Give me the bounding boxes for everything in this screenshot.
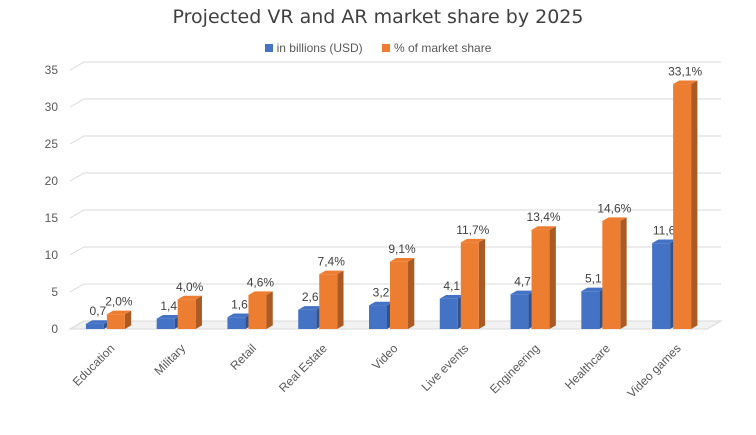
bar-market-share — [460, 242, 479, 329]
x-tick-label: Retail — [227, 341, 259, 373]
data-label-market-share: 14,6% — [597, 201, 631, 215]
legend-item-billions: in billions (USD) — [264, 41, 363, 55]
data-label-billions: 11,6 — [653, 224, 676, 238]
data-label-market-share: 4,6% — [247, 275, 275, 289]
bar-top-billions — [227, 313, 252, 318]
bar-side-market-share — [408, 258, 415, 329]
bar-market-share — [602, 220, 621, 329]
bar-market-share — [177, 299, 196, 329]
y-tick-label: 35 — [45, 63, 59, 77]
data-label-billions: 3,2 — [373, 286, 390, 300]
bar-top-market-share — [319, 270, 344, 275]
bar-top-market-share — [177, 295, 202, 300]
gridline — [69, 61, 721, 71]
bar-top-billions — [581, 287, 606, 292]
bar-top-market-share — [531, 226, 556, 230]
bar-billions — [510, 294, 529, 329]
data-label-billions: 1,6 — [231, 298, 248, 312]
chart-title: Projected VR and AR market share by 2025 — [172, 6, 584, 28]
data-label-billions: 1,4 — [160, 299, 177, 313]
y-tick-label: 15 — [45, 211, 59, 225]
bar-side-market-share — [337, 270, 344, 329]
bar-side-market-share — [124, 310, 132, 329]
data-label-billions: 0,7 — [90, 304, 107, 318]
bar-market-share — [390, 261, 408, 329]
bar-billions — [652, 243, 671, 329]
bar-billions — [85, 323, 104, 329]
data-label-market-share: 4,0% — [176, 280, 204, 294]
bar-top-market-share — [460, 238, 486, 243]
bar-top-billions — [156, 315, 181, 319]
bar-top-market-share — [602, 217, 627, 221]
gridline — [69, 246, 721, 256]
legend-item-market-share: % of market share — [382, 41, 491, 55]
bar-top-billions — [510, 290, 535, 295]
legend-label-billions: in billions (USD) — [276, 41, 363, 55]
bar-billions — [227, 317, 246, 329]
legend-label-market-share: % of market share — [394, 41, 492, 55]
data-label-billions: 5,1 — [585, 272, 602, 286]
x-tick-label: Live events — [419, 341, 472, 394]
data-label-market-share: 11,7% — [456, 223, 489, 237]
y-tick-label: 5 — [51, 285, 58, 299]
data-label-billions: 4,1 — [443, 279, 460, 293]
data-label-billions: 4,7 — [514, 275, 531, 289]
x-tick-label: Real Estate — [276, 341, 330, 395]
bar-side-market-share — [691, 80, 698, 330]
data-label-market-share: 9,1% — [388, 242, 416, 256]
bar-top-billions — [439, 295, 465, 299]
bar-top-market-share — [390, 258, 415, 262]
y-tick-label: 30 — [45, 100, 59, 114]
data-label-market-share: 7,4% — [318, 255, 346, 269]
bar-side-market-share — [620, 217, 627, 329]
bar-top-market-share — [673, 80, 698, 85]
bar-top-market-share — [248, 291, 273, 295]
x-tick-label: Engineering — [487, 341, 542, 396]
x-tick-label: Video games — [624, 341, 683, 400]
y-tick-label: 10 — [45, 248, 59, 262]
bar-top-billions — [85, 320, 111, 324]
legend-swatch-market-share — [382, 44, 390, 52]
gridline — [69, 320, 721, 330]
bar-billions — [581, 291, 600, 329]
x-tick-label: Education — [70, 341, 118, 389]
bar-billions — [156, 318, 175, 329]
x-tick-label: Military — [152, 341, 189, 378]
y-tick-label: 20 — [45, 174, 59, 188]
bar-top-billions — [298, 306, 323, 310]
bar-side-market-share — [549, 226, 556, 329]
gridline — [69, 172, 721, 182]
bar-market-share — [319, 274, 338, 329]
data-label-billions: 2,6 — [302, 290, 319, 304]
x-tick-label: Healthcare — [562, 341, 613, 392]
bar-market-share — [673, 84, 692, 329]
data-label-market-share: 33,1% — [668, 64, 702, 78]
legend-swatch-billions — [264, 44, 273, 52]
bar-market-share — [531, 229, 550, 329]
bar-billions — [298, 309, 317, 329]
gridline — [69, 209, 721, 219]
gridline — [69, 98, 721, 108]
data-label-market-share: 2,0% — [105, 295, 133, 309]
data-label-market-share: 13,4% — [527, 210, 561, 224]
y-tick-label: 0 — [51, 322, 58, 336]
bar-side-market-share — [195, 295, 202, 329]
bar-top-billions — [369, 301, 394, 306]
bar-side-market-share — [266, 291, 273, 329]
gridline — [69, 283, 721, 293]
bar-top-market-share — [106, 310, 132, 315]
bar-side-market-share — [478, 238, 486, 329]
bar-billions — [369, 305, 387, 329]
gridline — [69, 135, 721, 145]
bar-top-billions — [652, 239, 677, 244]
y-tick-label: 25 — [45, 137, 59, 151]
legend: in billions (USD) % of market share — [0, 41, 756, 55]
bar-market-share — [106, 314, 125, 329]
bar-billions — [439, 298, 458, 329]
bar-market-share — [248, 294, 267, 329]
x-tick-label: Video — [369, 341, 401, 373]
